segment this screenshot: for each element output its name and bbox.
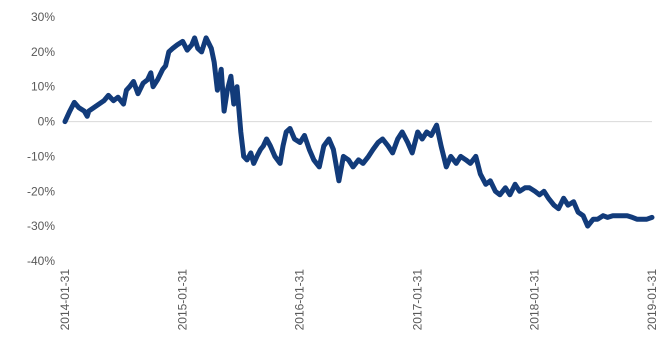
x-tick-label: 2017-01-31 [410, 269, 424, 331]
y-tick-label: 20% [31, 45, 55, 59]
y-axis: 30% 20% 10% 0% -10% -20% -30% -40% [27, 10, 55, 268]
y-tick-label: -10% [27, 149, 55, 163]
x-tick-label: 2019-01-31 [645, 269, 659, 331]
y-tick-label: -30% [27, 219, 55, 233]
series-line [62, 35, 655, 229]
y-tick-label: -40% [27, 254, 55, 268]
y-tick-label: 0% [38, 115, 56, 129]
x-tick-label: 2016-01-31 [293, 269, 307, 331]
y-tick-label: -20% [27, 184, 55, 198]
x-tick-label: 2015-01-31 [175, 269, 189, 331]
y-tick-label: 30% [31, 10, 55, 24]
x-tick-label: 2018-01-31 [528, 269, 542, 331]
y-tick-label: 10% [31, 80, 55, 94]
x-axis: 2014-01-31 2015-01-31 2016-01-31 2017-01-31… [58, 269, 659, 331]
x-tick-label: 2014-01-31 [58, 269, 72, 331]
